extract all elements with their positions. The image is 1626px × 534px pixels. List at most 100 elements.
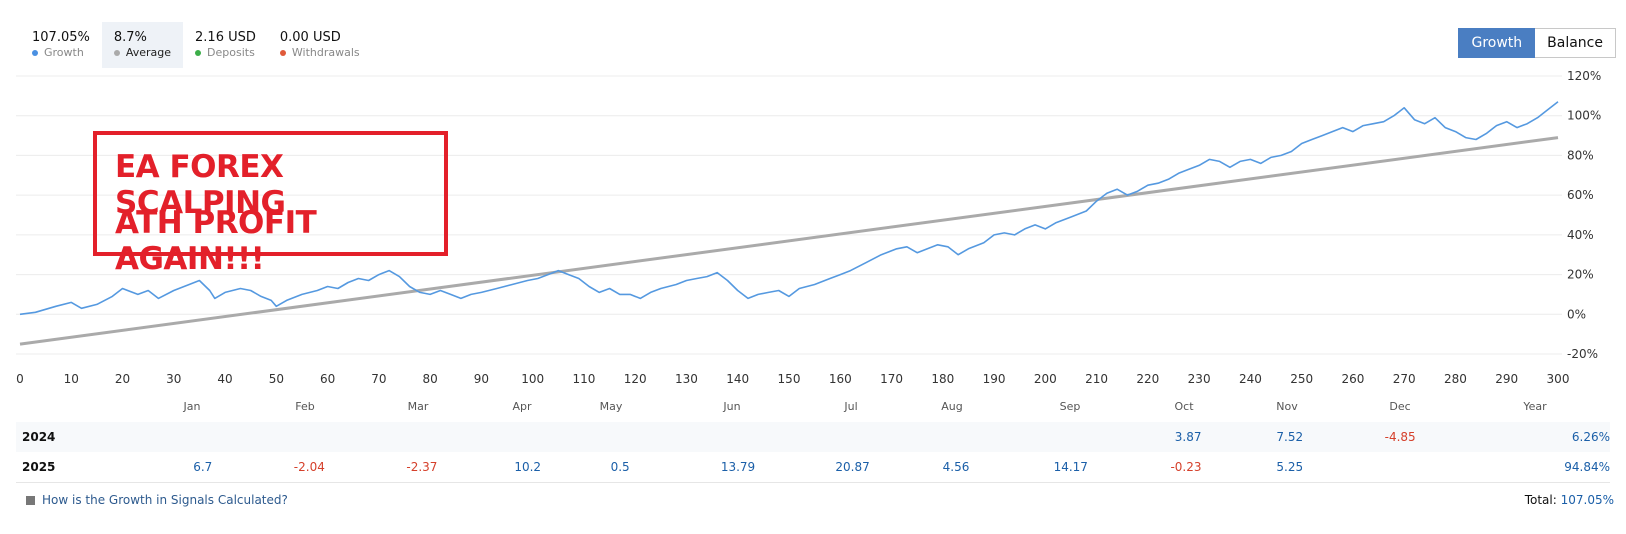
y-tick-label: 60% (1567, 188, 1594, 202)
table-cell: -2.37 (324, 452, 438, 483)
row-year: 2024 (16, 422, 82, 452)
total-label: Total: (1524, 493, 1557, 507)
growth-dot-icon (32, 50, 38, 56)
y-tick-label: 40% (1567, 228, 1594, 242)
x-tick-label: 220 (1136, 372, 1159, 386)
x-tick-label: 70 (371, 372, 386, 386)
table-cell: 20.87 (755, 452, 870, 483)
table-cell: 7.52 (1201, 422, 1304, 452)
table-cell (1303, 452, 1416, 483)
stat-deposits-value: 2.16 USD (195, 30, 256, 45)
balance-tab[interactable]: Balance (1535, 28, 1616, 58)
growth-series-line (19, 101, 1559, 316)
y-tick-label: 80% (1567, 148, 1594, 162)
x-tick-label: 140 (726, 372, 749, 386)
table-cell (541, 422, 630, 452)
x-tick-label: 230 (1188, 372, 1211, 386)
table-cell (81, 422, 213, 452)
growth-chart: 120% 100% 80% 60% 40% 20% 0% -20% 0 10 20 30 40 50 60… (16, 69, 1601, 386)
table-cell: -2.04 (212, 452, 325, 483)
total-value: 107.05% (1560, 493, 1614, 507)
x-tick-label: 150 (778, 372, 801, 386)
month-header-sep: Sep (1059, 400, 1081, 413)
x-tick-label: 80 (422, 372, 437, 386)
x-tick-label: 120 (624, 372, 647, 386)
table-row: 2024 3.87 7.52 -4.85 6.26% (16, 422, 1610, 452)
month-header-year: Year (1523, 400, 1547, 413)
month-header-apr: Apr (512, 400, 532, 413)
stat-growth-label: Growth (44, 46, 84, 59)
monthly-performance-table: 2024 3.87 7.52 -4.85 6.26% 2025 6.7 -2.04 -2.37 1… (16, 422, 1610, 483)
table-cell (324, 422, 438, 452)
x-tick-label: 300 (1547, 372, 1570, 386)
deposits-dot-icon (195, 50, 202, 56)
month-header-nov: Nov (1276, 400, 1298, 413)
table-cell: -0.23 (1087, 452, 1202, 483)
x-tick-label: 180 (931, 372, 954, 386)
stat-deposits[interactable]: 2.16 USD Deposits (183, 22, 268, 68)
month-header-jun: Jun (723, 400, 741, 413)
view-toggle: Growth Balance (1458, 28, 1616, 58)
table-cell: 6.26% (1415, 422, 1610, 452)
average-dot-icon (113, 50, 120, 56)
x-tick-label: 200 (1034, 372, 1057, 386)
month-header-aug: Aug (941, 400, 963, 413)
stats-bar: 107.05% Growth 8.7% Average 2.16 USD Dep… (20, 22, 372, 68)
table-cell: 4.56 (869, 452, 970, 483)
y-tick-label: 120% (1567, 69, 1601, 83)
promo-annotation-box: EA FOREX SCALPING ATH PROFIT AGAIN!!! (93, 131, 448, 277)
month-header-dec: Dec (1389, 400, 1411, 413)
table-cell: 0.5 (541, 452, 630, 483)
month-header: Jan Feb Mar Apr May Jun Jul Aug Sep Oct Nov Dec Year (16, 400, 1610, 416)
month-header-jul: Jul (844, 400, 858, 413)
x-tick-label: 260 (1341, 372, 1364, 386)
table-cell (437, 422, 542, 452)
promo-line-1: EA FOREX SCALPING (115, 149, 286, 221)
table-cell: 10.2 (437, 452, 542, 483)
x-tick-label: 30 (166, 372, 181, 386)
month-header-feb: Feb (295, 400, 315, 413)
withdrawals-dot-icon (279, 50, 286, 56)
table-cell (212, 422, 325, 452)
x-tick-label: 100 (521, 372, 544, 386)
table-row: 2025 6.7 -2.04 -2.37 10.2 0.5 13.79 20.87 4.56 14… (16, 452, 1610, 483)
x-tick-label: 60 (320, 372, 335, 386)
stat-growth-value: 107.05% (32, 30, 90, 45)
stat-average-label: Average (125, 46, 172, 59)
y-tick-label: 100% (1567, 109, 1601, 123)
month-header-may: May (599, 400, 623, 413)
stat-withdrawals-value: 0.00 USD (279, 30, 341, 45)
stat-average-value: 8.7% (113, 30, 147, 45)
x-tick-label: 170 (880, 372, 903, 386)
average-series-line (19, 136, 1559, 346)
stat-deposits-label: Deposits (207, 46, 255, 59)
x-tick-label: 90 (474, 372, 489, 386)
growth-info-link[interactable]: How is the Growth in Signals Calculated? (26, 493, 288, 507)
table-cell (629, 422, 756, 452)
month-header-jan: Jan (183, 400, 201, 413)
month-header-oct: Oct (1174, 400, 1194, 413)
stat-growth[interactable]: 107.05% Growth (20, 22, 102, 68)
x-tick-label: 130 (675, 372, 698, 386)
promo-line-2: ATH PROFIT AGAIN!!! (115, 205, 317, 277)
stat-withdrawals-label: Withdrawals (291, 46, 360, 59)
info-square-icon (26, 495, 35, 505)
x-tick-label: 20 (115, 372, 130, 386)
y-tick-label: 0% (1567, 307, 1586, 321)
row-year: 2025 (16, 452, 82, 483)
growth-tab[interactable]: Growth (1458, 28, 1536, 58)
table-cell (755, 422, 870, 452)
x-tick-label: 290 (1495, 372, 1518, 386)
total-growth: Total: 107.05% (1525, 493, 1614, 507)
stat-withdrawals[interactable]: 0.00 USD Withdrawals (268, 22, 372, 68)
table-cell: 13.79 (629, 452, 756, 483)
table-cell: 3.87 (1087, 422, 1202, 452)
growth-info-link-text[interactable]: How is the Growth in Signals Calculated? (42, 493, 288, 507)
table-cell (969, 422, 1088, 452)
x-tick-label: 40 (217, 372, 232, 386)
table-cell: 6.7 (81, 452, 213, 483)
x-tick-label: 10 (64, 372, 79, 386)
table-cell (869, 422, 970, 452)
stat-average[interactable]: 8.7% Average (101, 22, 184, 68)
x-tick-label: 0 (16, 372, 24, 386)
